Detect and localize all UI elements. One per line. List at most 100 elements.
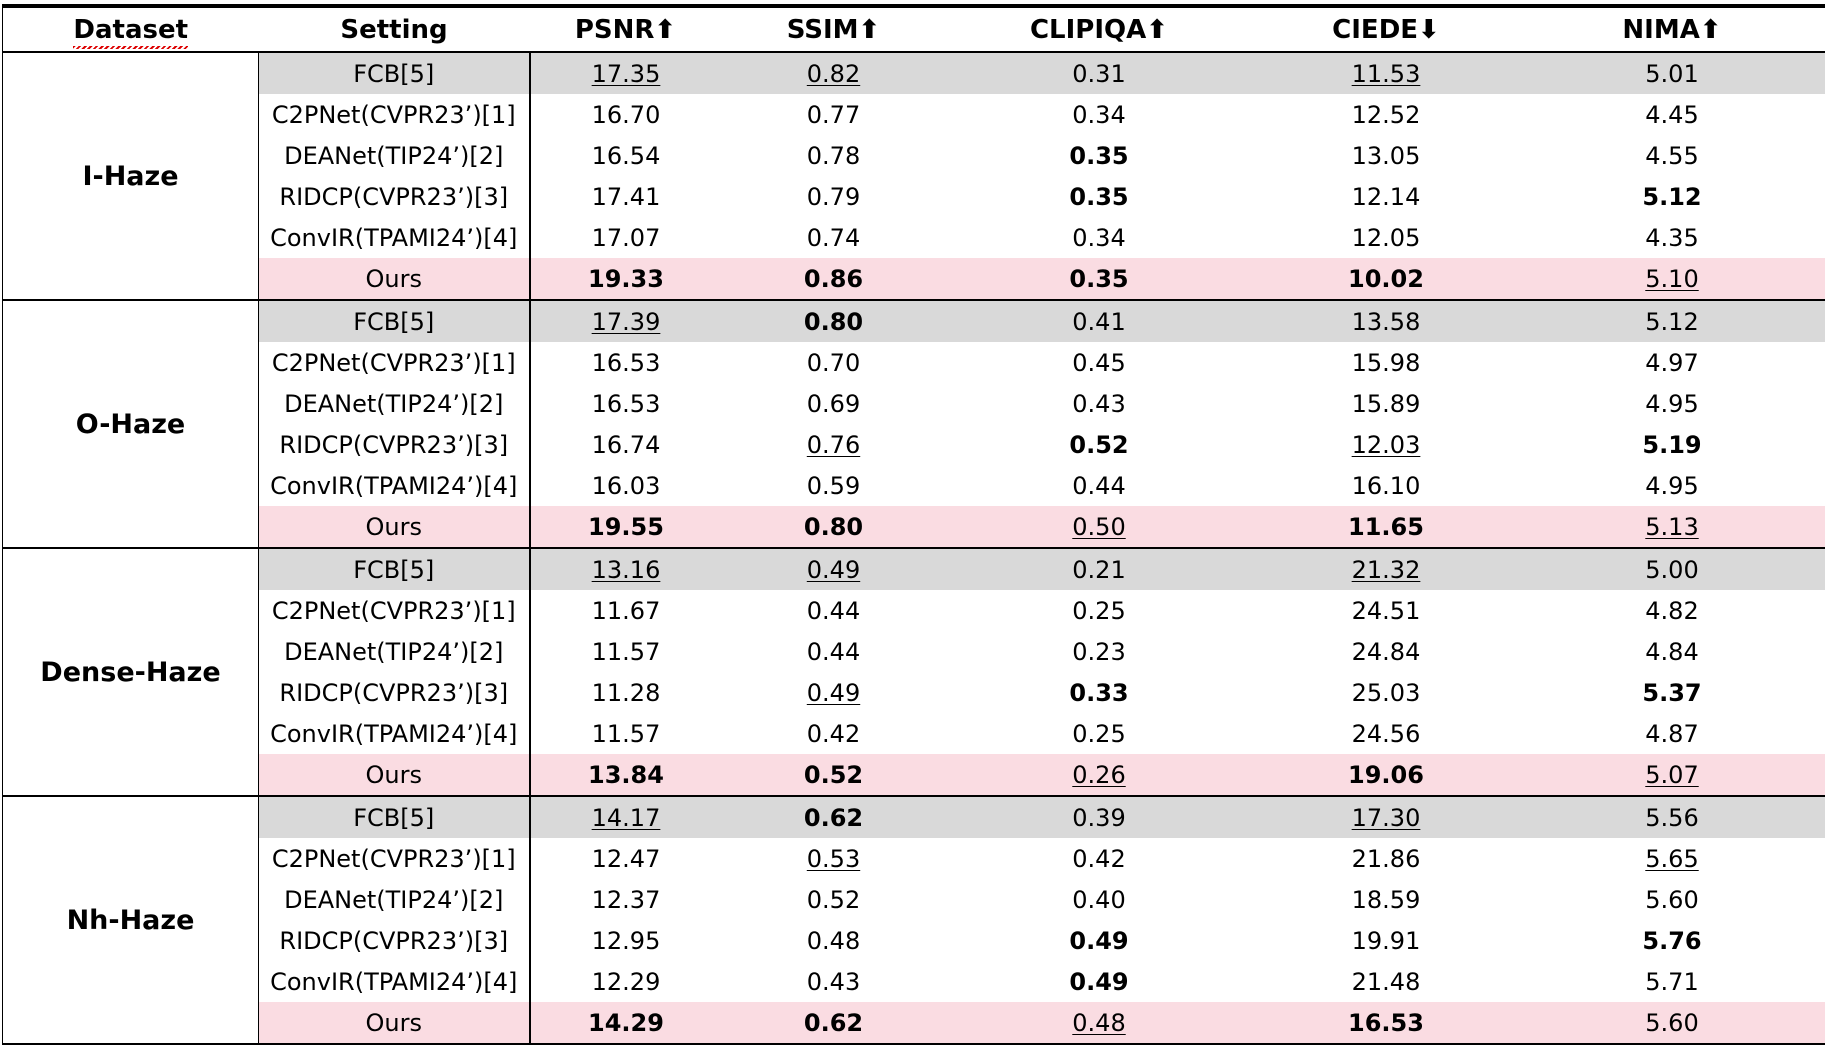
metric-cell: 0.35 xyxy=(946,176,1253,217)
metric-cell: 0.70 xyxy=(722,342,946,383)
metric-value: 0.48 xyxy=(1072,1008,1126,1037)
metric-value: 0.59 xyxy=(806,471,861,500)
metric-value: 24.84 xyxy=(1351,637,1421,666)
metric-cell: 12.14 xyxy=(1253,176,1520,217)
metric-value: 0.74 xyxy=(806,223,861,252)
table-row: DEANet(TIP24’)[2] 16.53 0.69 0.43 15.89 4.95 xyxy=(3,383,1825,424)
metric-cell: 13.16 xyxy=(529,548,722,590)
metric-value: 0.52 xyxy=(806,885,861,914)
table-body: I-Haze FCB[5] 17.35 0.82 0.31 11.53 5.01 C2PNet… xyxy=(2,52,1825,1045)
metric-cell: 0.49 xyxy=(946,920,1253,961)
metric-value: 0.52 xyxy=(1069,430,1129,459)
setting-cell: Ours xyxy=(258,754,531,797)
metric-value: 0.70 xyxy=(806,348,861,377)
metric-value: 0.25 xyxy=(1072,596,1126,625)
setting-cell: ConvIR(TPAMI24’)[4] xyxy=(258,465,531,506)
metric-value: 0.23 xyxy=(1072,637,1126,666)
metric-value: 5.76 xyxy=(1642,926,1702,955)
metric-cell: 0.31 xyxy=(945,52,1253,94)
metric-value: 4.82 xyxy=(1645,596,1699,625)
metric-cell: 0.44 xyxy=(722,631,946,672)
metric-value: 12.14 xyxy=(1351,182,1421,211)
metric-cell: 4.45 xyxy=(1520,94,1825,135)
metric-value: 21.48 xyxy=(1351,967,1421,996)
metric-value: 14.29 xyxy=(588,1008,664,1037)
setting-cell: Ours xyxy=(258,258,531,301)
header-row: Dataset Setting PSNR⬆ SSIM⬆ CLIPIQA⬆ CIE… xyxy=(2,4,1825,53)
metric-value: 5.56 xyxy=(1645,803,1699,832)
metric-cell: 0.77 xyxy=(722,94,946,135)
metric-value: 0.62 xyxy=(803,803,864,832)
metric-value: 0.44 xyxy=(806,596,861,625)
metric-cell: 11.53 xyxy=(1252,52,1520,94)
metric-value: 4.87 xyxy=(1645,719,1699,748)
metric-cell: 4.95 xyxy=(1520,383,1825,424)
metric-cell: 16.53 xyxy=(1252,1002,1520,1045)
metric-cell: 0.82 xyxy=(721,52,946,94)
metric-value: 0.39 xyxy=(1072,803,1126,832)
metric-cell: 0.43 xyxy=(722,961,946,1002)
metric-cell: 21.86 xyxy=(1253,838,1520,879)
metric-cell: 24.51 xyxy=(1253,590,1520,631)
metric-cell: 0.23 xyxy=(946,631,1253,672)
metric-cell: 5.56 xyxy=(1519,796,1825,838)
metric-value: 0.80 xyxy=(803,307,864,336)
metric-cell: 12.03 xyxy=(1253,424,1520,465)
metric-value: 11.53 xyxy=(1351,59,1421,88)
metric-value: 5.13 xyxy=(1645,512,1699,541)
metric-value: 4.35 xyxy=(1645,223,1699,252)
metric-value: 18.59 xyxy=(1351,885,1421,914)
metric-cell: 0.43 xyxy=(946,383,1253,424)
metric-value: 19.06 xyxy=(1348,760,1424,789)
setting-cell: FCB[5] xyxy=(258,548,531,590)
metric-cell: 0.48 xyxy=(945,1002,1253,1045)
metric-value: 17.30 xyxy=(1351,803,1421,832)
table-row: DEANet(TIP24’)[2] 16.54 0.78 0.35 13.05 4.55 xyxy=(3,135,1825,176)
setting-cell: DEANet(TIP24’)[2] xyxy=(258,879,531,920)
setting-cell: FCB[5] xyxy=(258,796,531,838)
metric-value: 0.49 xyxy=(806,678,861,707)
metric-cell: 14.17 xyxy=(529,796,722,838)
metric-cell: 16.74 xyxy=(530,424,722,465)
metric-value: 16.10 xyxy=(1351,471,1421,500)
metric-cell: 11.65 xyxy=(1252,506,1520,549)
metric-cell: 12.29 xyxy=(530,961,722,1002)
metric-cell: 11.57 xyxy=(530,631,722,672)
setting-cell: C2PNet(CVPR23’)[1] xyxy=(258,838,531,879)
metric-value: 0.44 xyxy=(806,637,861,666)
metric-cell: 4.82 xyxy=(1520,590,1825,631)
metric-value: 0.41 xyxy=(1072,307,1126,336)
table-row: C2PNet(CVPR23’)[1] 12.47 0.53 0.42 21.86 5.65 xyxy=(3,838,1825,879)
metric-cell: 5.71 xyxy=(1520,961,1825,1002)
metric-cell: 5.13 xyxy=(1519,506,1825,549)
metric-value: 17.41 xyxy=(591,182,661,211)
table-row: Ours 14.29 0.62 0.48 16.53 5.60 xyxy=(3,1002,1825,1045)
metric-cell: 0.49 xyxy=(721,548,946,590)
table-row: DEANet(TIP24’)[2] 12.37 0.52 0.40 18.59 5.60 xyxy=(3,879,1825,920)
metric-value: 24.56 xyxy=(1351,719,1421,748)
metric-cell: 4.55 xyxy=(1520,135,1825,176)
table-row: DEANet(TIP24’)[2] 11.57 0.44 0.23 24.84 4.84 xyxy=(3,631,1825,672)
metric-cell: 5.60 xyxy=(1519,1002,1825,1045)
metric-cell: 19.33 xyxy=(529,258,722,301)
metric-value: 4.45 xyxy=(1645,100,1699,129)
metric-value: 14.17 xyxy=(591,803,661,832)
setting-cell: ConvIR(TPAMI24’)[4] xyxy=(258,961,531,1002)
metric-value: 0.53 xyxy=(806,844,861,873)
setting-cell: C2PNet(CVPR23’)[1] xyxy=(258,342,531,383)
metric-cell: 0.74 xyxy=(722,217,946,258)
metric-value: 4.95 xyxy=(1645,471,1699,500)
header-setting: Setting xyxy=(258,4,530,53)
setting-cell: DEANet(TIP24’)[2] xyxy=(258,631,531,672)
metric-value: 0.42 xyxy=(806,719,861,748)
metric-value: 0.48 xyxy=(806,926,861,955)
metric-cell: 0.21 xyxy=(945,548,1253,590)
metric-value: 0.45 xyxy=(1072,348,1126,377)
metric-value: 0.34 xyxy=(1072,100,1126,129)
setting-cell: C2PNet(CVPR23’)[1] xyxy=(258,94,531,135)
metric-cell: 0.26 xyxy=(945,754,1253,797)
metric-cell: 0.59 xyxy=(722,465,946,506)
metric-value: 0.35 xyxy=(1069,141,1129,170)
metric-cell: 17.30 xyxy=(1252,796,1520,838)
metric-value: 16.53 xyxy=(1348,1008,1424,1037)
